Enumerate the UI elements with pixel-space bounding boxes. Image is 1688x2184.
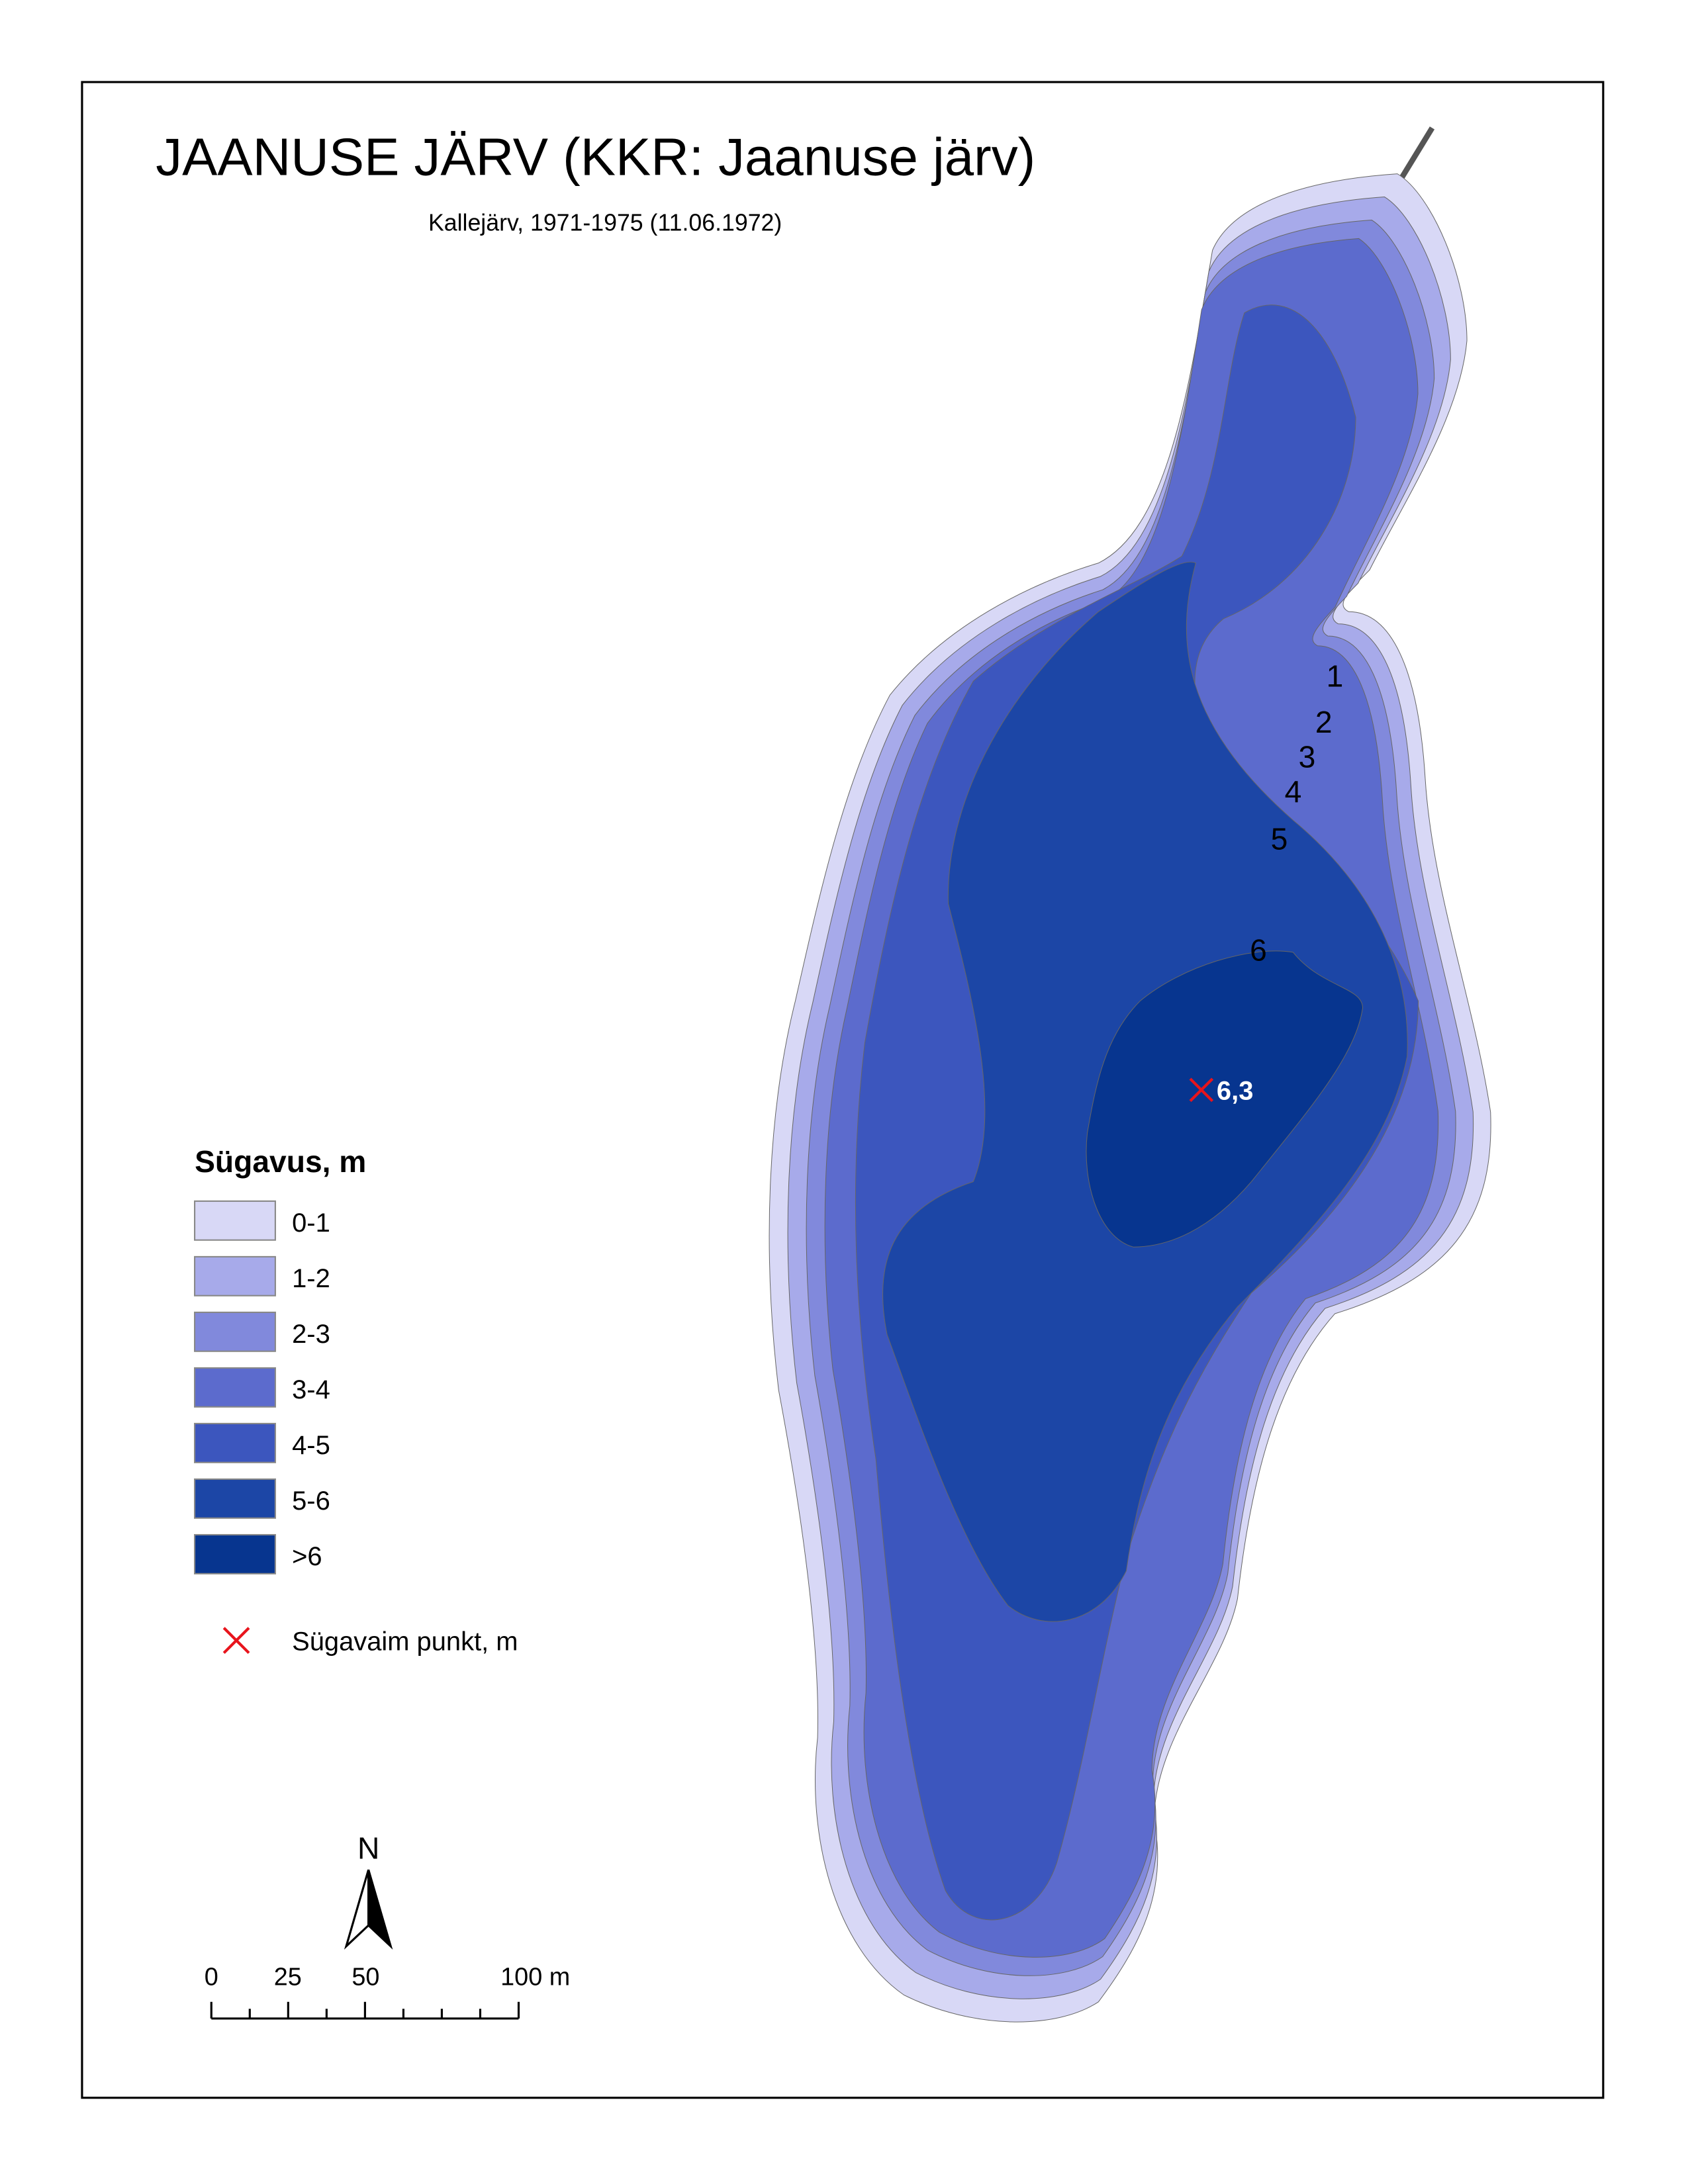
scale-label: 25 [274,1964,302,1991]
contour-label: 1 [1327,659,1344,694]
legend-swatch [194,1200,276,1241]
scale-label: 50 [352,1964,379,1991]
scale-bar [210,2001,520,2020]
legend-swatch [194,1478,276,1519]
legend-label: 5-6 [292,1486,330,1516]
scale-label: 100 m [500,1964,570,1991]
inlet [1399,126,1435,180]
legend: 0-1 1-2 2-3 3-4 4-5 5-6 >6 [194,1200,330,1574]
contour-label: 6 [1250,933,1267,968]
north-label: N [357,1831,379,1865]
contour-label: 3 [1299,740,1316,774]
legend-swatch [194,1533,276,1574]
legend-point-marker [222,1627,250,1655]
scale-label: 0 [205,1964,218,1991]
lake [769,174,1491,2022]
legend-swatch [194,1311,276,1352]
legend-swatch [194,1367,276,1408]
north-arrow-right [367,1869,393,1950]
legend-label: 1-2 [292,1264,330,1293]
legend-title: Sügavus, m [195,1144,366,1179]
deepest-label: 6,3 [1217,1077,1253,1106]
legend-label: >6 [292,1542,322,1571]
legend-label: 0-1 [292,1208,330,1238]
deepest-marker [1189,1077,1214,1103]
contour-label: 5 [1271,821,1288,856]
map-title: JAANUSE JÄRV (KKR: Jaanuse järv) [156,128,1035,187]
depth-zone [1086,951,1362,1247]
legend-label: 3-4 [292,1375,330,1404]
legend-swatch [194,1422,276,1463]
contour-label: 2 [1315,705,1333,739]
scale-labels: 0 25 50 100 m [205,1964,570,1991]
map-subtitle: Kallejärv, 1971-1975 (11.06.1972) [428,210,782,236]
legend-point-label: Sügavaim punkt, m [292,1627,518,1656]
legend-swatch [194,1255,276,1297]
contour-label: 4 [1285,774,1302,809]
legend-label: 2-3 [292,1320,330,1349]
legend-label: 4-5 [292,1431,330,1460]
